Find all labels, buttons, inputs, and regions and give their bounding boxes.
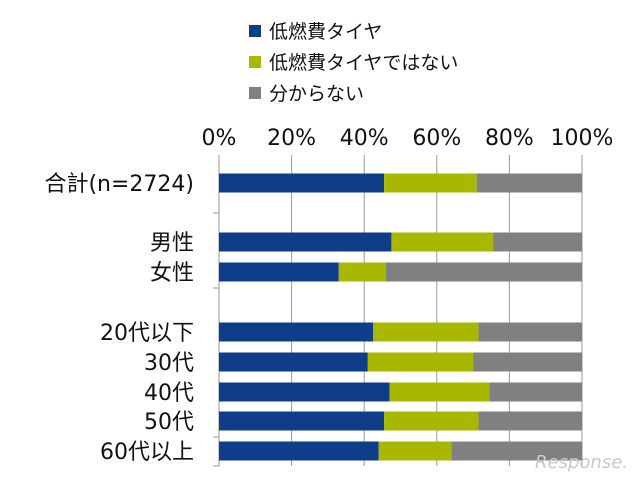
bar-segment bbox=[476, 173, 582, 193]
legend-item-low-fuel: 低燃費タイヤ bbox=[249, 17, 382, 44]
watermark-logo: Response. bbox=[535, 452, 628, 473]
legend-swatch-unknown bbox=[249, 86, 261, 99]
bar-segment bbox=[384, 411, 479, 431]
legend-label-not-low-fuel: 低燃費タイヤではない bbox=[269, 52, 459, 74]
bar-segment bbox=[385, 262, 582, 282]
bar-segment bbox=[367, 352, 474, 372]
legend-item-unknown: 分からない bbox=[249, 79, 364, 106]
bar-segment bbox=[219, 382, 390, 402]
category-label: 20代以下 bbox=[100, 321, 194, 346]
bar-segment bbox=[384, 173, 477, 193]
x-tick-label: 40% bbox=[340, 126, 389, 151]
category-label: 50代 bbox=[144, 410, 194, 435]
bar-segment bbox=[219, 262, 339, 282]
x-tick-label: 100% bbox=[551, 126, 614, 151]
bar-segment bbox=[451, 441, 582, 461]
bar-segment bbox=[473, 352, 582, 372]
bar-segment bbox=[378, 441, 452, 461]
legend-item-not-low-fuel: 低燃費タイヤではない bbox=[249, 48, 458, 75]
x-tick-label: 20% bbox=[267, 126, 316, 151]
legend-label-low-fuel: 低燃費タイヤ bbox=[269, 21, 383, 43]
legend-swatch-low-fuel bbox=[249, 24, 261, 37]
category-label: 60代以上 bbox=[100, 440, 194, 465]
bar-segment bbox=[219, 232, 392, 252]
bar-segment bbox=[219, 322, 374, 342]
legend-label-unknown: 分からない bbox=[269, 83, 365, 105]
bar-segment bbox=[373, 322, 479, 342]
x-tick-label: 60% bbox=[412, 126, 461, 151]
bar-segment bbox=[219, 411, 385, 431]
bar-segment bbox=[478, 322, 582, 342]
category-label: 30代 bbox=[144, 351, 194, 376]
legend-swatch-not-low-fuel bbox=[249, 55, 261, 68]
bar-segment bbox=[489, 382, 582, 402]
category-label: 合計(n=2724) bbox=[44, 172, 194, 197]
bar-segment bbox=[389, 382, 490, 402]
bar-segment bbox=[338, 262, 386, 282]
bar-segment bbox=[391, 232, 494, 252]
category-label: 女性 bbox=[150, 261, 194, 286]
x-tick-label: 80% bbox=[485, 126, 534, 151]
x-tick-label: 0% bbox=[202, 126, 237, 151]
bar-segment bbox=[219, 173, 385, 193]
bar-segment bbox=[478, 411, 582, 431]
bar-segment bbox=[219, 441, 379, 461]
bar-segment bbox=[219, 352, 368, 372]
bar-segment bbox=[493, 232, 582, 252]
category-label: 男性 bbox=[150, 231, 194, 256]
category-label: 40代 bbox=[144, 381, 194, 406]
